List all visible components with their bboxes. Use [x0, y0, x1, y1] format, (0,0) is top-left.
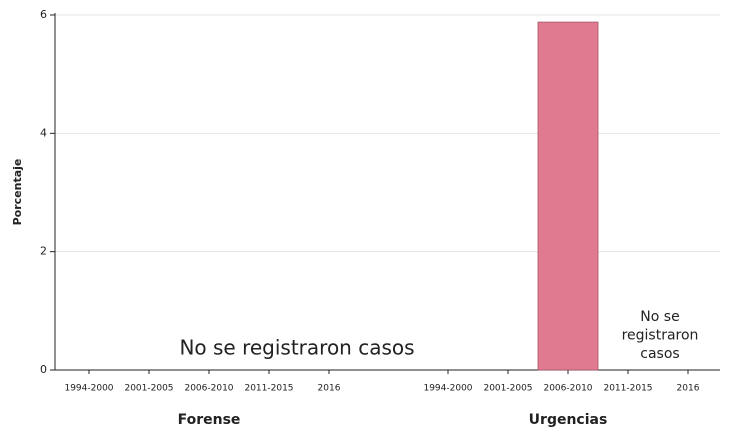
- x-tick-label: 2016: [318, 384, 341, 394]
- x-tick-label: 1994-2000: [423, 384, 472, 394]
- x-tick-label: 2001-2005: [124, 384, 173, 394]
- x-tick-label: 2016: [677, 384, 700, 394]
- bar: [537, 21, 599, 371]
- y-tick-label: 6: [40, 8, 47, 21]
- x-tick-label: 1994-2000: [64, 384, 113, 394]
- annotation: No se registraron casos: [179, 336, 414, 360]
- x-tick-label: 2006-2010: [543, 384, 592, 394]
- y-axis-label: Porcentaje: [11, 159, 24, 226]
- group-label: Forense: [178, 412, 241, 428]
- annotation: registraron: [622, 328, 699, 344]
- group-label: Urgencias: [529, 412, 608, 428]
- y-tick-label: 4: [40, 126, 47, 139]
- x-tick-label: 2011-2015: [603, 384, 652, 394]
- y-tick-label: 0: [40, 363, 47, 376]
- x-tick-label: 2006-2010: [184, 384, 233, 394]
- annotation: casos: [640, 346, 679, 362]
- x-tick-label: 2011-2015: [244, 384, 293, 394]
- x-tick-label: 2001-2005: [483, 384, 532, 394]
- annotation: No se: [640, 309, 679, 325]
- y-tick-label: 2: [40, 245, 47, 258]
